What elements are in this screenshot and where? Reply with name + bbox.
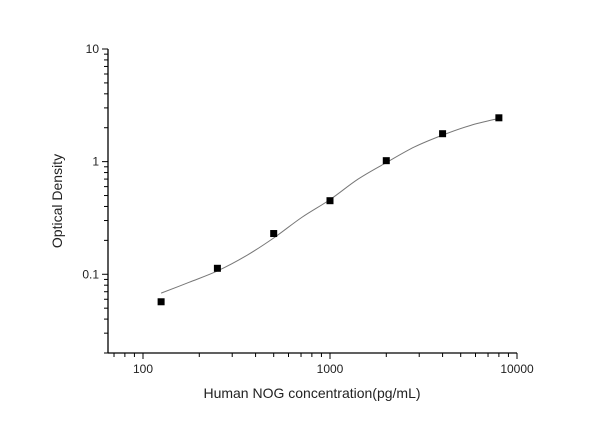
y-axis-label: Optical Density: [49, 154, 65, 248]
fit-curve-group: [160, 117, 499, 294]
x-tick-label: 1000: [317, 362, 344, 376]
axes: 100 1000 10000 0.1 1 10: [82, 42, 534, 376]
fit-curve: [160, 117, 499, 294]
data-point: [157, 298, 165, 306]
data-point: [270, 230, 278, 238]
y-tick-label: 0.1: [82, 267, 99, 281]
data-point: [213, 264, 221, 272]
data-point: [326, 197, 334, 205]
data-points: [157, 114, 503, 306]
y-tick-label: 1: [92, 155, 99, 169]
x-axis-label: Human NOG concentration(pg/mL): [203, 385, 420, 401]
x-tick-label: 100: [133, 362, 153, 376]
x-tick-label: 10000: [500, 362, 534, 376]
data-point: [382, 157, 390, 165]
y-tick-label: 10: [86, 42, 100, 56]
data-point: [495, 114, 503, 122]
data-point: [439, 130, 447, 138]
